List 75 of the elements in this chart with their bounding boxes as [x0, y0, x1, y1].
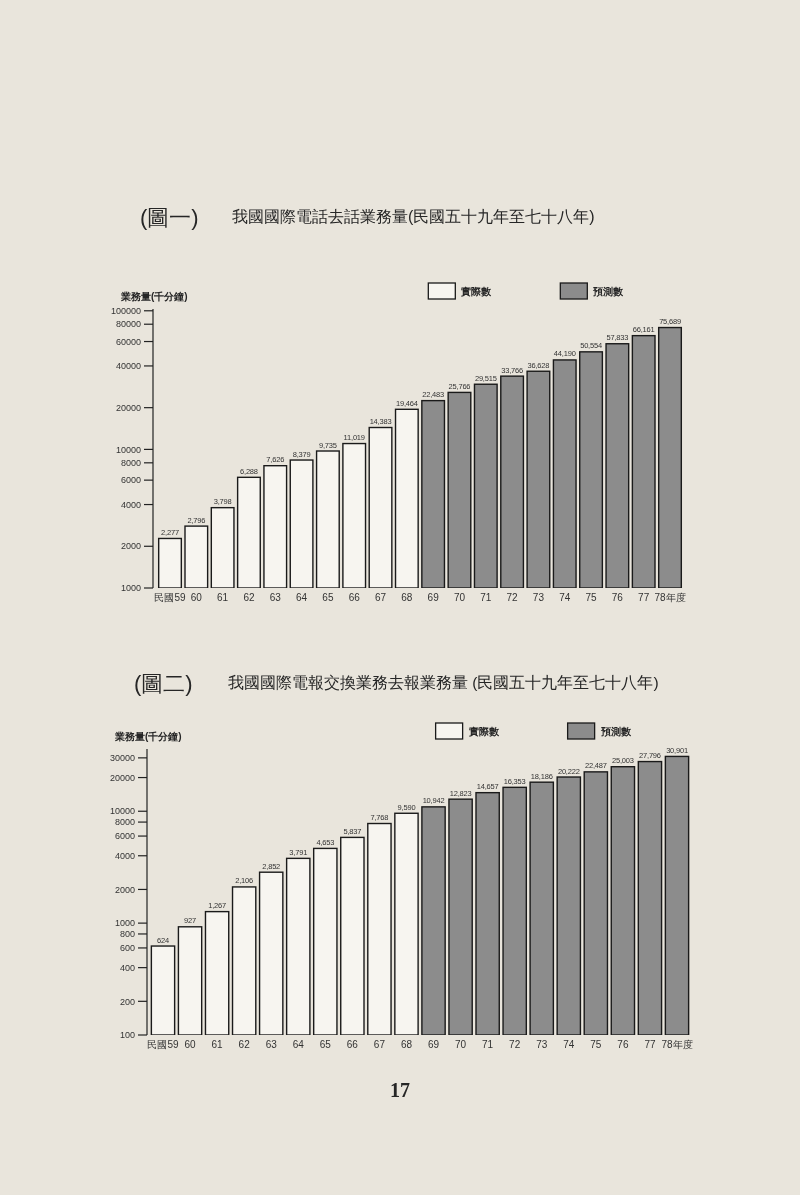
y-tick-label: 1000: [114, 918, 135, 929]
y-tick-label: 4000: [114, 850, 135, 861]
x-tick-label: 74: [559, 592, 571, 603]
x-tick-label: 70: [455, 1039, 467, 1050]
x-tick-label: 73: [532, 592, 544, 603]
x-tick-label: 73: [536, 1039, 548, 1050]
y-tick-label: 80000: [115, 319, 141, 330]
x-tick-label: 70: [453, 592, 466, 603]
x-tick-label: 62: [238, 1039, 250, 1050]
x-tick-label: 63: [269, 592, 281, 603]
x-tick-label: 72: [509, 1039, 521, 1050]
y-tick-label: 400: [119, 962, 135, 973]
y-axis-title: 業務量(千分鐘): [115, 731, 182, 742]
y-tick-label: 100: [119, 1030, 135, 1041]
x-tick-label: 61: [217, 592, 229, 603]
annotation: (圖一): [140, 205, 199, 230]
x-tick-label: 63: [265, 1039, 277, 1050]
y-tick-label: 8000: [120, 458, 141, 468]
y-tick-label: 60000: [115, 336, 141, 347]
y-tick-label: 1000: [120, 583, 141, 594]
x-tick-label: 72: [506, 592, 518, 603]
legend-label: 實際數: [461, 286, 492, 297]
x-tick-label: 77: [644, 1039, 656, 1050]
x-tick-label: 60: [190, 592, 202, 603]
x-tick-label: 62: [243, 592, 255, 603]
y-tick-label: 200: [119, 996, 135, 1007]
x-tick-label: 75: [590, 1039, 602, 1050]
x-tick-label: 69: [427, 1039, 440, 1050]
annotation: (圖二): [134, 671, 193, 696]
x-tick-label: 61: [211, 1039, 223, 1050]
x-tick-label: 68: [400, 1039, 413, 1050]
x-tick-label: 77: [638, 592, 650, 603]
x-tick-label: 69: [427, 592, 439, 603]
x-tick-label: 74: [563, 1039, 575, 1050]
y-tick-label: 20000: [115, 402, 141, 413]
y-tick-label: 100000: [110, 306, 141, 316]
y-tick-label: 4000: [120, 499, 141, 510]
x-tick-label: 76: [611, 592, 623, 603]
y-tick-label: 2000: [120, 541, 141, 552]
x-tick-label: 76: [617, 1039, 629, 1050]
y-axis-title: 業務量(千分鐘): [121, 291, 188, 302]
y-tick-label: 800: [119, 929, 135, 940]
x-tick-label: 64: [292, 1039, 304, 1050]
x-tick-label: 71: [482, 1039, 494, 1050]
legend-label: 預測數: [600, 726, 631, 737]
y-tick-label: 10000: [109, 806, 135, 817]
title: 我國國際電話去話業務量(民國五十九年至七十八年): [232, 208, 595, 225]
y-tick-label: 6000: [120, 475, 141, 486]
legend-label: 實際數: [468, 726, 499, 737]
y-tick-label: 10000: [115, 444, 141, 455]
y-tick-label: 6000: [114, 831, 135, 842]
title: 我國國際電報交換業務去報業務量 (民國五十九年至七十八年): [228, 674, 659, 691]
x-tick-label: 67: [373, 1039, 385, 1050]
x-tick-label: 71: [480, 592, 492, 603]
y-tick-label: 600: [119, 943, 135, 954]
x-tick-label: 78年度: [661, 1039, 693, 1050]
x-tick-label: 68: [401, 592, 413, 603]
y-tick-label: 40000: [115, 361, 141, 372]
x-tick-label: 66: [346, 1039, 358, 1050]
y-tick-label: 8000: [114, 817, 135, 828]
x-tick-label: 67: [374, 592, 387, 603]
x-tick-label: 64: [296, 592, 308, 603]
annotation: 17: [390, 1079, 410, 1101]
x-tick-label: 民國59: [154, 592, 186, 603]
x-tick-label: 78年度: [654, 592, 686, 603]
y-tick-label: 20000: [109, 772, 135, 783]
x-tick-label: 65: [322, 592, 334, 603]
x-tick-label: 60: [184, 1039, 196, 1050]
x-tick-label: 66: [348, 592, 360, 603]
x-tick-label: 75: [585, 592, 597, 603]
x-tick-label: 65: [319, 1039, 331, 1050]
y-tick-label: 30000: [109, 753, 135, 764]
legend-label: 預測數: [593, 286, 624, 297]
x-tick-label: 民國59: [147, 1039, 179, 1050]
y-tick-label: 2000: [114, 884, 135, 895]
